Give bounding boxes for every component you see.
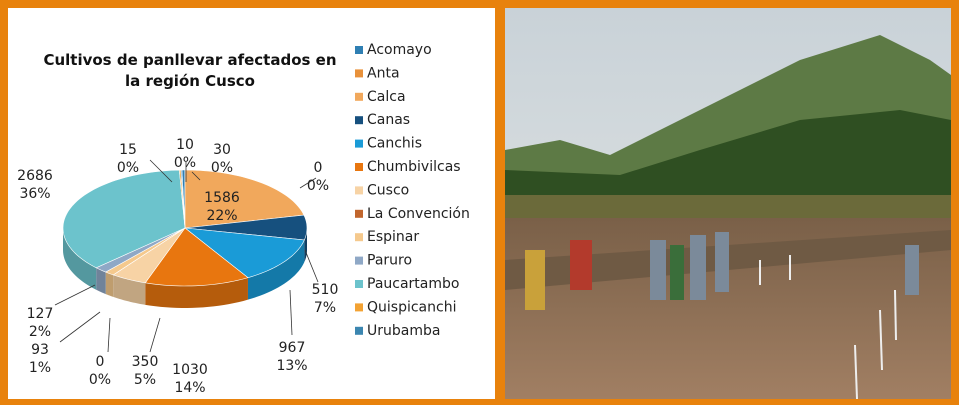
data-label: 350 bbox=[132, 354, 159, 370]
chart: 30 0% 0 0% 1586 22% 510 7% 967 13% 1030 14% 350 5% 0 0%… bbox=[0, 0, 959, 405]
legend-label: Anta bbox=[367, 65, 400, 81]
data-label: 967 bbox=[279, 340, 306, 356]
legend-label: Urubamba bbox=[367, 323, 440, 339]
data-label: 0 bbox=[314, 160, 323, 176]
percent-label: 0% bbox=[307, 178, 329, 194]
percent-label: 14% bbox=[174, 380, 205, 396]
data-label: 10 bbox=[176, 137, 194, 153]
legend-label: Quispicanchi bbox=[367, 299, 456, 315]
percent-label: 13% bbox=[276, 358, 307, 374]
data-label: 127 bbox=[27, 306, 54, 322]
legend-swatch bbox=[355, 280, 363, 288]
legend-label: Chumbivilcas bbox=[367, 159, 461, 175]
percent-label: 0% bbox=[117, 160, 139, 176]
percent-label: 1% bbox=[29, 360, 51, 376]
legend-label: La Convención bbox=[367, 206, 470, 222]
legend-swatch bbox=[355, 116, 363, 124]
data-label: 93 bbox=[31, 342, 49, 358]
legend-label: Paucartambo bbox=[367, 276, 459, 292]
legend-swatch bbox=[355, 327, 363, 335]
legend-swatch bbox=[355, 93, 363, 101]
pie-side bbox=[106, 272, 114, 297]
leader-line bbox=[150, 318, 160, 352]
leader-line bbox=[305, 250, 318, 282]
legend-label: Cusco bbox=[367, 182, 409, 198]
data-label: 2686 bbox=[17, 168, 53, 184]
data-label: 30 bbox=[213, 142, 231, 158]
photo bbox=[505, 8, 951, 399]
legend-label: Paruro bbox=[367, 253, 412, 269]
percent-label: 0% bbox=[211, 160, 233, 176]
legend-label: Espinar bbox=[367, 229, 419, 245]
leader-line bbox=[55, 285, 95, 305]
leader-line bbox=[60, 312, 100, 342]
data-label: 0 bbox=[96, 354, 105, 370]
percent-label: 36% bbox=[19, 186, 50, 202]
data-label: 1030 bbox=[172, 362, 208, 378]
legend-label: Calca bbox=[367, 89, 406, 105]
leader-line bbox=[108, 318, 110, 352]
percent-label: 0% bbox=[89, 372, 111, 388]
leader-line bbox=[290, 290, 292, 335]
percent-label: 0% bbox=[174, 155, 196, 171]
screenshot: Cultivos de panllevar afectados en la re… bbox=[0, 0, 959, 405]
legend-label: Canchis bbox=[367, 136, 422, 152]
legend-swatch bbox=[355, 186, 363, 194]
legend-swatch bbox=[355, 163, 363, 171]
legend-swatch bbox=[355, 69, 363, 77]
data-label: 1586 bbox=[204, 190, 240, 206]
legend-swatch bbox=[355, 140, 363, 148]
percent-label: 5% bbox=[134, 372, 156, 388]
percent-label: 22% bbox=[206, 208, 237, 224]
legend-swatch bbox=[355, 233, 363, 241]
data-label: 15 bbox=[119, 142, 137, 158]
percent-label: 7% bbox=[314, 300, 336, 316]
data-label: 510 bbox=[312, 282, 339, 298]
percent-label: 2% bbox=[29, 324, 51, 340]
legend-swatch bbox=[355, 46, 363, 54]
legend-swatch bbox=[355, 303, 363, 311]
legend-swatch bbox=[355, 257, 363, 265]
legend-label: Canas bbox=[367, 112, 410, 128]
legend-label: Acomayo bbox=[367, 42, 432, 58]
legend-swatch bbox=[355, 210, 363, 218]
